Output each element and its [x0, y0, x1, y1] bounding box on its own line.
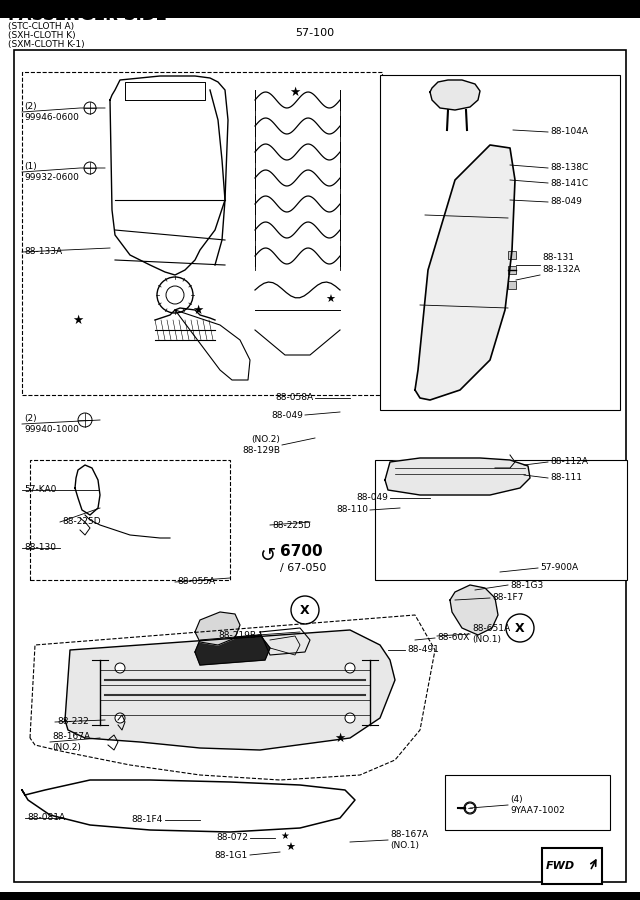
Text: (2)
99946-0600: (2) 99946-0600 [24, 103, 79, 122]
Bar [30, 460, 230, 580]
Text: 88-133A: 88-133A [24, 248, 62, 256]
Text: ★: ★ [285, 843, 295, 853]
Text: 57-100: 57-100 [295, 28, 334, 38]
Text: PASSENGER SIDE: PASSENGER SIDE [8, 6, 167, 24]
Polygon shape [430, 80, 480, 110]
Text: 88-651A
(NO.1): 88-651A (NO.1) [472, 625, 510, 643]
Bar [375, 460, 627, 580]
Text: ★: ★ [190, 8, 201, 21]
Bar [0, 0, 640, 18]
Text: ★: ★ [280, 831, 289, 841]
Text: 88-055A: 88-055A [177, 578, 215, 587]
Text: 88-049: 88-049 [550, 197, 582, 206]
Text: (SXM-CLOTH K-1): (SXM-CLOTH K-1) [8, 40, 84, 49]
Bar [508, 266, 516, 274]
Bar [22, 72, 382, 395]
Text: 88-130: 88-130 [24, 544, 56, 553]
Text: / 67-050: / 67-050 [280, 563, 326, 573]
Text: This part is not serviced.: This part is not serviced. [202, 6, 323, 16]
Text: 88-049: 88-049 [271, 410, 303, 419]
Text: X: X [300, 604, 310, 617]
Bar [542, 848, 602, 884]
Text: 88-225D: 88-225D [272, 520, 310, 529]
Polygon shape [195, 635, 270, 665]
Bar [508, 251, 516, 259]
Polygon shape [450, 585, 498, 635]
Text: 88-138C: 88-138C [550, 164, 588, 173]
Text: 88-232: 88-232 [57, 717, 89, 726]
Text: 88-111: 88-111 [550, 473, 582, 482]
Text: FWD: FWD [545, 861, 575, 871]
Text: 88-049: 88-049 [356, 493, 388, 502]
Text: ★: ★ [289, 86, 301, 98]
Text: 88-112A: 88-112A [550, 457, 588, 466]
Text: 88-072: 88-072 [216, 833, 248, 842]
Text: 88-1G3: 88-1G3 [510, 580, 543, 590]
Text: 88-1G1: 88-1G1 [215, 850, 248, 860]
Circle shape [345, 663, 355, 673]
Text: 88-167A
(NO.2): 88-167A (NO.2) [52, 733, 90, 751]
Text: (SXH-CLOTH K): (SXH-CLOTH K) [8, 31, 76, 40]
Text: X: X [515, 622, 525, 634]
Text: (STC-CLOTH A): (STC-CLOTH A) [8, 22, 74, 31]
Bar [380, 75, 620, 410]
Text: (1)
99932-0600: (1) 99932-0600 [24, 162, 79, 182]
Text: 88-219B: 88-219B [218, 631, 256, 640]
Text: 88-132A: 88-132A [542, 266, 580, 274]
Text: 88-60X: 88-60X [437, 634, 469, 643]
Circle shape [345, 713, 355, 723]
Text: 88-141C: 88-141C [550, 178, 588, 187]
Text: (NO.2)
88-129B: (NO.2) 88-129B [242, 436, 280, 454]
Text: 88-225D: 88-225D [62, 518, 100, 526]
Polygon shape [65, 630, 395, 750]
Polygon shape [385, 458, 530, 495]
Circle shape [115, 713, 125, 723]
Text: (2)
99940-1000: (2) 99940-1000 [24, 414, 79, 434]
Text: ★: ★ [72, 313, 84, 327]
Text: (4)
9YAA7-1002: (4) 9YAA7-1002 [510, 796, 564, 814]
Text: ★: ★ [193, 303, 204, 317]
Text: ↺: ↺ [260, 545, 276, 564]
Polygon shape [415, 145, 515, 400]
Text: 57-900A: 57-900A [540, 563, 578, 572]
Polygon shape [195, 612, 240, 645]
Text: ★: ★ [325, 295, 335, 305]
Bar [0, 892, 640, 900]
Text: 88-104A: 88-104A [550, 128, 588, 137]
Text: ★: ★ [334, 732, 346, 744]
Text: 88-131: 88-131 [542, 254, 574, 263]
Text: 57-KA0: 57-KA0 [24, 485, 56, 494]
Bar [445, 775, 610, 830]
Circle shape [115, 663, 125, 673]
Text: 88-110: 88-110 [336, 506, 368, 515]
Text: 88-491: 88-491 [407, 645, 439, 654]
Text: 88-1F7: 88-1F7 [492, 593, 524, 602]
Bar [508, 281, 516, 289]
Text: 88-167A
(NO.1): 88-167A (NO.1) [390, 831, 428, 850]
Text: 88-1F4: 88-1F4 [132, 815, 163, 824]
Text: 88-081A: 88-081A [27, 814, 65, 823]
Text: 6700: 6700 [280, 544, 323, 560]
Text: 88-058A: 88-058A [275, 393, 313, 402]
